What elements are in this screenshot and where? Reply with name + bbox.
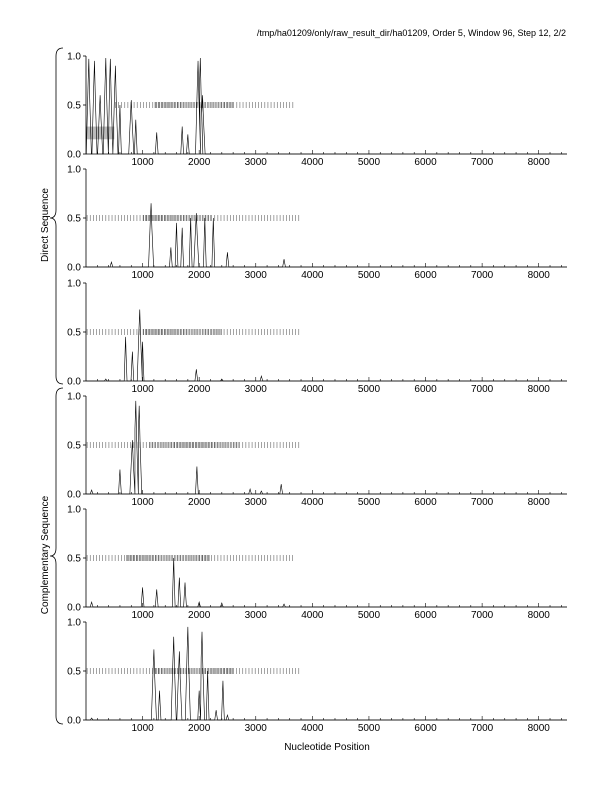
x-tick-label: 3000 xyxy=(245,497,268,508)
x-tick-label: 6000 xyxy=(414,723,437,734)
x-tick-label: 6000 xyxy=(414,270,437,281)
tickmark-band xyxy=(115,102,294,108)
x-tick-label: 7000 xyxy=(471,723,494,734)
x-tick-label: 1000 xyxy=(131,723,154,734)
figure-header: /tmp/ha01209/only/raw_result_dir/ha01209… xyxy=(257,28,566,38)
x-tick-label: 5000 xyxy=(358,723,381,734)
x-tick-label: 6000 xyxy=(414,610,437,621)
x-tick-label: 3000 xyxy=(245,157,268,168)
y-tick-label: 1.0 xyxy=(67,618,81,629)
x-tick-label: 7000 xyxy=(471,610,494,621)
x-tick-label: 4000 xyxy=(301,384,324,395)
x-tick-label: 2000 xyxy=(188,723,211,734)
x-tick-label: 5000 xyxy=(358,497,381,508)
x-tick-label: 4000 xyxy=(301,497,324,508)
x-tick-label: 7000 xyxy=(471,497,494,508)
x-tick-label: 8000 xyxy=(528,610,551,621)
x-tick-label: 3000 xyxy=(245,270,268,281)
complementary-bracket xyxy=(49,387,64,725)
x-tick-label: 8000 xyxy=(528,270,551,281)
x-tick-label: 5000 xyxy=(358,157,381,168)
tickmark-band xyxy=(86,555,293,561)
series-line xyxy=(85,57,567,155)
panel-4: 0.0 0.5 1.0 1000 2000 3000 4000 5000 6000 7000 800… xyxy=(67,392,567,508)
x-tick-label: 5000 xyxy=(358,610,381,621)
tickmark-band xyxy=(86,668,300,674)
y-tick-label: 0.5 xyxy=(67,101,81,112)
group-label-direct: Direct Sequence xyxy=(40,188,51,262)
y-tick-label: 0.5 xyxy=(67,328,81,339)
series-line xyxy=(86,400,567,495)
y-tick-label: 0.0 xyxy=(67,716,81,727)
y-tick-label: 0.0 xyxy=(67,603,81,614)
tickmark-band xyxy=(86,215,300,221)
x-tick-label: 3000 xyxy=(245,723,268,734)
y-tick-label: 0.5 xyxy=(67,441,81,452)
x-tick-label: 1000 xyxy=(131,384,154,395)
y-tick-label: 1.0 xyxy=(67,505,81,516)
y-tick-label: 1.0 xyxy=(67,165,81,176)
y-tick-label: 1.0 xyxy=(67,279,81,290)
x-tick-label: 1000 xyxy=(131,610,154,621)
x-tick-label: 1000 xyxy=(131,157,154,168)
x-tick-label: 8000 xyxy=(528,157,551,168)
series-line xyxy=(86,557,567,608)
y-tick-label: 0.0 xyxy=(67,377,81,388)
x-tick-label: 5000 xyxy=(358,270,381,281)
x-tick-label: 2000 xyxy=(188,157,211,168)
x-tick-label: 4000 xyxy=(301,270,324,281)
panel-1: 0.0 0.5 1.0 1000 2000 3000 4000 5000 6000 7000 800… xyxy=(67,52,567,168)
group-label-complementary: Complementary Sequence xyxy=(40,495,51,614)
x-tick-label: 8000 xyxy=(528,497,551,508)
panel-3: 0.0 0.5 1.0 1000 2000 3000 4000 5000 6000 7000 800… xyxy=(67,279,567,395)
panel-6: 0.0 0.5 1.0 1000 2000 3000 4000 5000 6000 7000 800… xyxy=(67,618,567,734)
x-tick-label: 8000 xyxy=(528,723,551,734)
y-tick-label: 0.5 xyxy=(67,214,81,225)
x-tick-label: 7000 xyxy=(471,384,494,395)
series-line xyxy=(86,203,567,268)
x-tick-label: 4000 xyxy=(301,610,324,621)
y-tick-label: 0.5 xyxy=(67,554,81,565)
x-tick-label: 4000 xyxy=(301,157,324,168)
x-tick-label: 6000 xyxy=(414,384,437,395)
direct-bracket xyxy=(49,47,64,385)
x-tick-label: 6000 xyxy=(414,497,437,508)
panels: 0.0 0.5 1.0 1000 2000 3000 4000 5000 6000 7000 800… xyxy=(67,52,567,734)
y-tick-label: 0.5 xyxy=(67,667,81,678)
series-line xyxy=(86,309,567,382)
x-tick-label: 3000 xyxy=(245,384,268,395)
x-tick-label: 2000 xyxy=(188,497,211,508)
y-tick-label: 1.0 xyxy=(67,52,81,63)
x-tick-label: 4000 xyxy=(301,723,324,734)
x-tick-label: 7000 xyxy=(471,270,494,281)
x-tick-label: 5000 xyxy=(358,384,381,395)
y-tick-label: 0.0 xyxy=(67,490,81,501)
highlight-region xyxy=(86,126,115,140)
x-tick-label: 2000 xyxy=(188,610,211,621)
y-tick-label: 1.0 xyxy=(67,392,81,403)
tickmark-band xyxy=(86,442,300,448)
x-tick-label: 2000 xyxy=(188,270,211,281)
x-tick-label: 3000 xyxy=(245,610,268,621)
y-tick-label: 0.0 xyxy=(67,263,81,274)
y-tick-label: 0.0 xyxy=(67,150,81,161)
x-tick-label: 8000 xyxy=(528,384,551,395)
panel-2: 0.0 0.5 1.0 1000 2000 3000 4000 5000 6000 7000 800… xyxy=(67,165,567,281)
x-tick-label: 1000 xyxy=(131,270,154,281)
x-tick-label: 6000 xyxy=(414,157,437,168)
x-axis-label: Nucleotide Position xyxy=(284,742,370,753)
tickmark-band xyxy=(86,329,300,335)
panel-5: 0.0 0.5 1.0 1000 2000 3000 4000 5000 6000 7000 800… xyxy=(67,505,567,621)
x-tick-label: 1000 xyxy=(131,497,154,508)
x-tick-label: 7000 xyxy=(471,157,494,168)
x-tick-label: 2000 xyxy=(188,384,211,395)
